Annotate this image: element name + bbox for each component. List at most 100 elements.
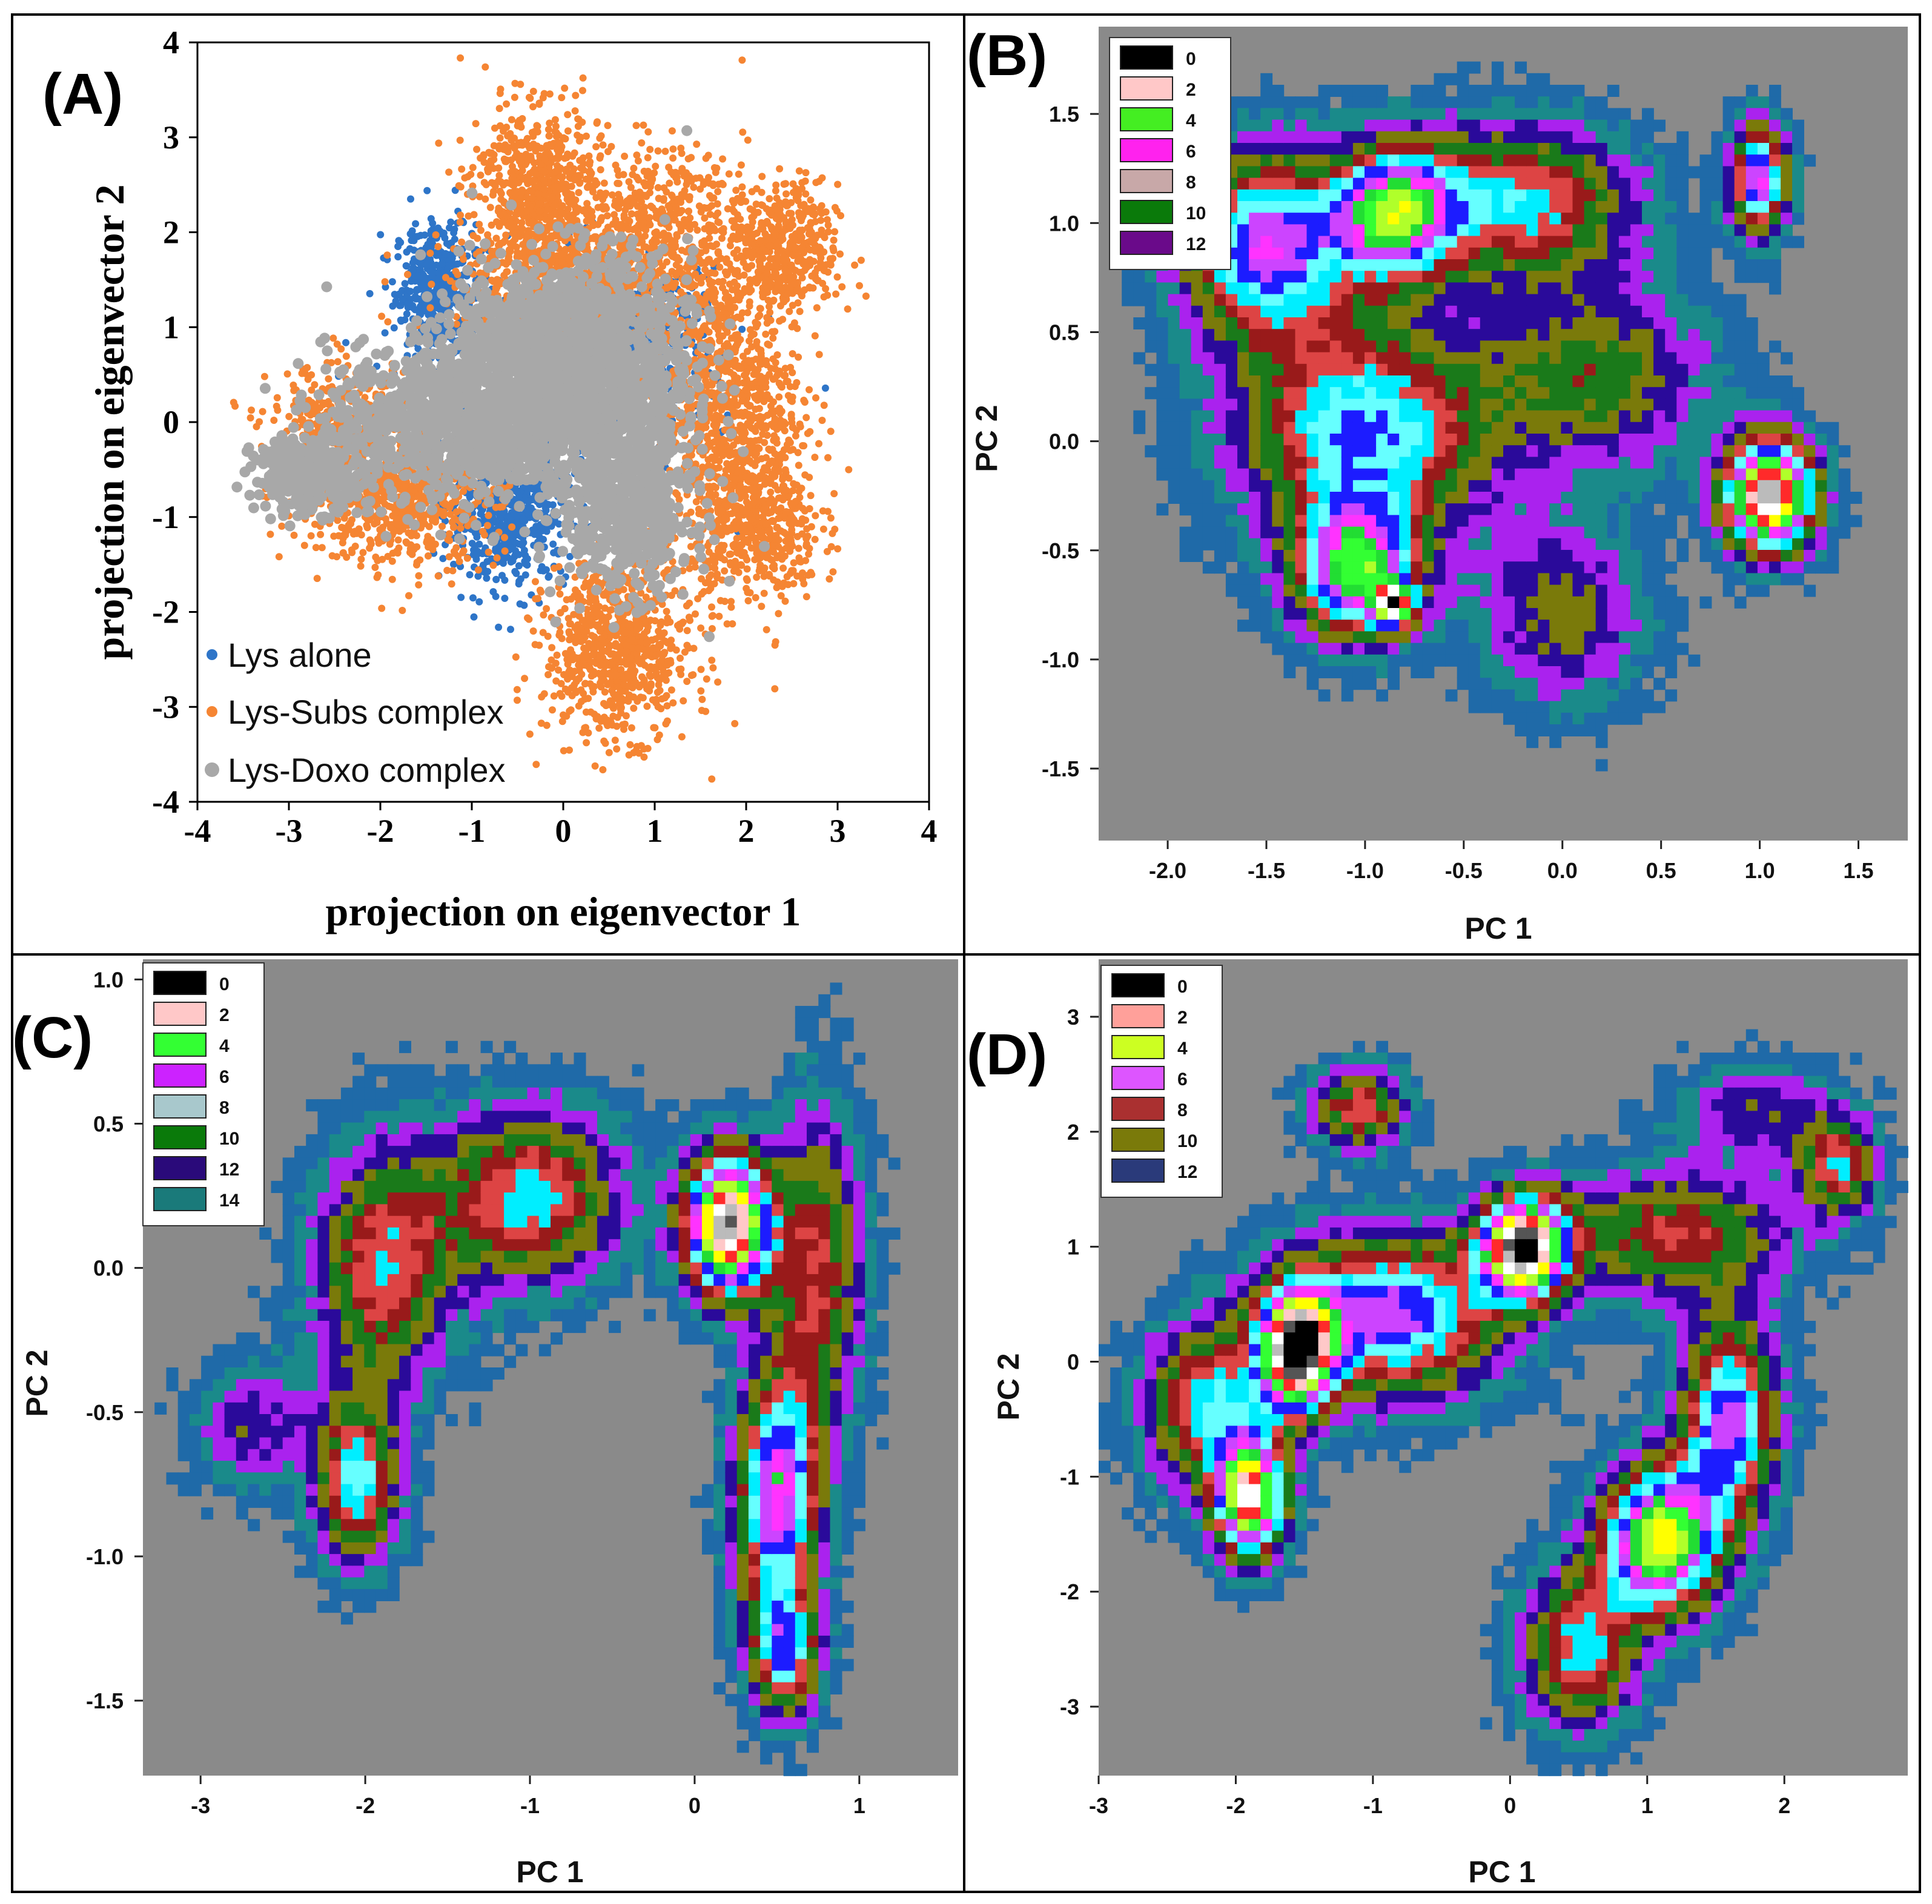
scatter-point: [392, 297, 400, 305]
scatter-point: [766, 527, 773, 535]
scatter-point: [432, 231, 440, 239]
scatter-point: [713, 412, 720, 419]
scatter-point: [782, 190, 790, 197]
scatter-point: [745, 357, 752, 364]
scatter-point: [767, 509, 775, 516]
scatter-point: [724, 501, 731, 509]
scatter-point: [739, 425, 746, 432]
scatter-point: [775, 222, 782, 230]
scatter-point: [834, 181, 841, 188]
scatter-point: [630, 200, 638, 207]
scatter-point: [827, 259, 834, 266]
scatter-point: [686, 214, 693, 222]
scatter-point: [638, 139, 645, 147]
scatter-point: [714, 188, 721, 195]
scatter-point: [545, 574, 552, 581]
scatter-point: [511, 568, 518, 575]
scatter-point: [790, 517, 798, 524]
scatter-point: [576, 180, 583, 187]
scatter-point: [777, 302, 784, 309]
scatter-point: [799, 226, 806, 234]
scatter-point: [643, 168, 650, 176]
scatter-point: [772, 269, 779, 277]
scatter-point: [769, 328, 776, 336]
scatter-point: [761, 590, 768, 597]
scatter-point: [595, 724, 603, 732]
scatter-point: [790, 236, 798, 243]
scatter-point: [756, 360, 764, 368]
scatter-point: [643, 193, 650, 200]
scatter-point: [824, 508, 832, 515]
scatter-point: [762, 331, 769, 338]
scatter-point: [801, 201, 808, 208]
scatter-point: [660, 197, 667, 204]
scatter-point: [778, 527, 785, 535]
scatter-point: [617, 199, 624, 207]
scatter-point: [529, 194, 536, 202]
scatter-point: [576, 137, 583, 145]
scatter-point: [579, 87, 586, 94]
scatter-point: [429, 220, 436, 227]
scatter-point: [769, 411, 776, 418]
scatter-point: [394, 253, 402, 260]
scatter-point: [615, 180, 623, 187]
scatter-point: [758, 424, 766, 431]
scatter-point: [536, 200, 543, 208]
scatter-point: [673, 204, 680, 211]
scatter-point: [678, 222, 685, 229]
scatter-point: [752, 594, 759, 601]
scatter-point: [564, 151, 571, 158]
scatter-point: [812, 218, 819, 225]
scatter-point: [748, 343, 755, 351]
scatter-point: [623, 203, 630, 210]
scatter-point: [668, 191, 675, 199]
scatter-point: [630, 165, 637, 172]
scatter-point: [673, 174, 681, 181]
scatter-point: [764, 233, 772, 240]
scatter-point: [564, 127, 572, 134]
scatter-point: [701, 214, 708, 222]
scatter-point: [542, 504, 549, 512]
scatter-point: [782, 508, 790, 515]
scatter-point: [711, 446, 718, 454]
scatter-point: [806, 474, 813, 481]
scatter-point: [566, 170, 574, 177]
scatter-point: [567, 706, 575, 713]
scatter-point: [792, 383, 799, 390]
scatter-point: [715, 219, 723, 226]
scatter-point: [451, 226, 458, 233]
scatter-point: [789, 419, 796, 426]
scatter-point: [561, 85, 568, 92]
scatter-point: [484, 568, 491, 575]
scatter-point: [748, 544, 755, 552]
scatter-point: [790, 559, 798, 566]
scatter-point: [615, 191, 622, 198]
scatter-point: [736, 234, 744, 241]
scatter-point: [558, 94, 565, 101]
scatter-point: [588, 208, 595, 215]
scatter-point: [729, 460, 736, 467]
scatter-point: [730, 441, 737, 449]
scatter-point: [742, 493, 749, 500]
scatter-point: [816, 351, 823, 358]
scatter-point: [706, 328, 713, 336]
scatter-point: [546, 90, 554, 98]
scatter-point: [735, 337, 743, 345]
scatter-point: [475, 598, 483, 606]
scatter-point: [704, 542, 712, 549]
scatter-point: [551, 202, 558, 209]
scatter-point: [763, 626, 770, 633]
scatter-point: [741, 271, 748, 279]
scatter-point: [651, 230, 658, 237]
scatter-point: [738, 409, 745, 416]
scatter-point: [633, 174, 640, 181]
scatter-point: [749, 485, 756, 492]
scatter-point: [813, 304, 821, 311]
scatter-point: [703, 205, 710, 212]
scatter-point: [389, 278, 396, 285]
scatter-point: [403, 248, 411, 256]
scatter-point: [769, 557, 776, 564]
scatter-point: [800, 580, 807, 587]
scatter-point: [451, 236, 458, 243]
scatter-point: [496, 105, 503, 112]
